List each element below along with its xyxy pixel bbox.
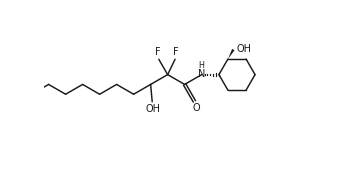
Text: F: F	[155, 47, 161, 57]
Text: OH: OH	[146, 104, 161, 114]
Text: H: H	[199, 61, 205, 70]
Text: OH: OH	[236, 44, 252, 54]
Polygon shape	[228, 49, 235, 59]
Text: O: O	[192, 103, 200, 113]
Text: N: N	[198, 69, 205, 79]
Text: F: F	[173, 47, 179, 57]
